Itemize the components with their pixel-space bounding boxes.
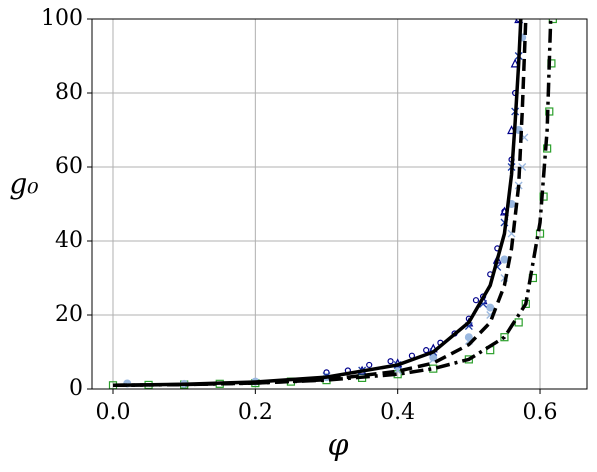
marker [500, 255, 509, 264]
x-tick-label: 0.2 [238, 400, 273, 425]
plot-frame [91, 18, 588, 390]
marker [515, 19, 522, 23]
x-tick-label: 0.0 [95, 400, 130, 425]
y-tick-label: 0 [69, 376, 83, 401]
plot-area [108, 19, 557, 389]
x-axis-label: φ [327, 428, 348, 463]
y-axis-label: g₀ [9, 168, 38, 201]
y-tick-label: 20 [55, 302, 83, 327]
x-tick-label: 0.6 [523, 400, 558, 425]
curve [112, 19, 528, 388]
marker [387, 358, 394, 365]
y-tick-label: 100 [41, 6, 83, 31]
marker [486, 303, 495, 312]
y-tick-label: 80 [55, 80, 83, 105]
marker [323, 369, 330, 376]
marker [514, 318, 523, 327]
marker [429, 353, 438, 362]
marker [472, 297, 480, 304]
marker [500, 333, 509, 342]
y-tick-label: 40 [55, 228, 83, 253]
curve [112, 19, 523, 388]
curve [112, 19, 553, 388]
marker [423, 347, 430, 354]
marker [510, 58, 520, 68]
marker [548, 19, 557, 24]
marker [514, 19, 524, 24]
x-tick-label: 0.4 [380, 400, 415, 425]
marker [366, 361, 373, 369]
y-tick-label: 60 [55, 154, 83, 179]
